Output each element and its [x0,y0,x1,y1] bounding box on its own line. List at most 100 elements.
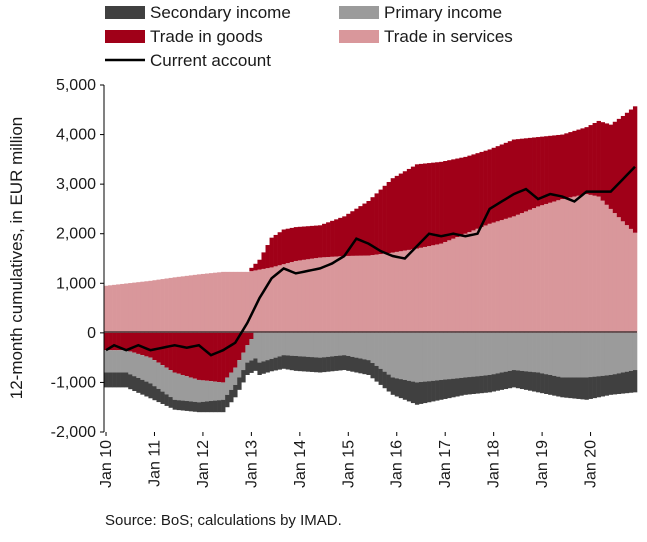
bar-secondary-income [293,355,299,371]
bar-secondary-income [326,356,331,372]
bar-secondary-income [628,370,634,393]
bar-trade-in-services [221,271,226,333]
bar-primary-income [370,332,375,364]
bar-secondary-income [305,356,311,372]
bar-trade-in-goods [330,220,335,257]
bar-trade-in-goods [544,136,549,204]
bar-trade-in-services [362,255,367,333]
bar-primary-income [608,332,614,375]
x-tick-label: Jan 11 [147,440,164,487]
bar-trade-in-services [184,275,190,333]
bar-trade-in-services [632,232,638,333]
bar-secondary-income [285,355,291,370]
bar-secondary-income [616,373,622,394]
bar-trade-in-goods [414,164,420,249]
bar-primary-income [548,332,553,375]
bar-trade-in-goods-negative [249,332,254,340]
bar-primary-income [463,332,468,378]
bar-secondary-income [499,372,505,390]
bar-secondary-income [390,377,396,395]
bar-trade-in-goods [398,173,404,252]
bar-primary-income [519,332,525,371]
bar-primary-income [164,367,169,395]
bar-trade-in-goods [334,219,339,257]
bar-trade-in-services [580,194,585,333]
bar-trade-in-goods-negative [176,332,182,374]
bar-secondary-income [172,399,177,410]
x-tick-label: Jan 15 [340,440,357,488]
bar-trade-in-services [515,214,521,333]
bar-trade-in-services [487,223,492,333]
bar-trade-in-services [455,237,460,333]
bar-trade-in-goods [277,232,282,266]
bar-secondary-income [301,356,307,372]
bar-trade-in-services [168,277,173,333]
bar-trade-in-services [560,199,565,333]
bar-secondary-income [140,379,145,395]
bar-trade-in-services [427,246,432,333]
bar-trade-in-services [495,221,501,333]
bar-trade-in-services [297,260,303,333]
bar-trade-in-services [479,227,484,333]
bar-primary-income [148,357,153,384]
bar-secondary-income [427,381,432,403]
bar-primary-income [406,332,412,381]
bar-primary-income [176,373,182,401]
bar-trade-in-goods [374,193,379,255]
bar-trade-in-goods [305,226,311,260]
bar-primary-income [398,332,404,380]
bar-trade-in-goods [556,134,561,201]
bar-secondary-income [208,401,214,413]
bar-primary-income [354,332,359,358]
bar-primary-income [467,332,472,378]
bar-trade-in-services [322,257,327,333]
y-tick-label: 1,000 [56,275,96,292]
bar-primary-income [144,356,149,382]
bar-trade-in-services [338,256,343,333]
bar-trade-in-services [527,209,533,333]
bar-trade-in-goods [560,134,565,200]
bar-trade-in-services [192,274,198,333]
bar-trade-in-services [451,238,456,333]
bar-primary-income [168,370,173,398]
bar-secondary-income [253,358,258,371]
bar-primary-income [527,332,533,372]
bar-primary-income [128,351,133,375]
bar-trade-in-services [366,255,371,333]
bar-trade-in-services [229,271,234,333]
bar-trade-in-services [394,251,400,333]
bar-secondary-income [544,374,549,394]
bar-trade-in-services [269,267,274,333]
bar-primary-income [104,350,109,373]
bar-trade-in-goods [281,229,287,265]
current-account-line [105,165,636,357]
bar-secondary-income [491,374,496,392]
bar-primary-income [213,381,218,401]
x-tick-label: Jan 17 [437,440,454,488]
stacked-bars [104,106,638,413]
bar-primary-income [188,377,194,402]
bar-primary-income [511,332,517,371]
bar-primary-income [422,332,428,382]
bar-trade-in-services [475,228,480,333]
legend-swatch-primary-income [339,6,379,19]
bar-secondary-income [588,377,593,399]
bar-trade-in-goods [463,156,468,234]
bar-trade-in-goods [475,153,480,229]
bar-primary-income [293,332,299,356]
bar-trade-in-goods-negative [108,332,113,351]
bar-secondary-income [334,355,339,371]
bar-primary-income [269,332,274,359]
bar-primary-income [544,332,549,375]
bar-secondary-income [519,370,525,390]
bar-primary-income [221,382,226,400]
bar-primary-income [584,332,589,378]
bar-trade-in-goods [447,160,452,241]
bar-primary-income [455,332,460,379]
bar-primary-income [624,332,630,372]
bar-trade-in-services [200,273,206,333]
bar-trade-in-services [431,245,436,333]
bar-trade-in-goods-negative [217,332,222,383]
bar-trade-in-goods [443,161,448,242]
bar-trade-in-services [326,257,331,333]
